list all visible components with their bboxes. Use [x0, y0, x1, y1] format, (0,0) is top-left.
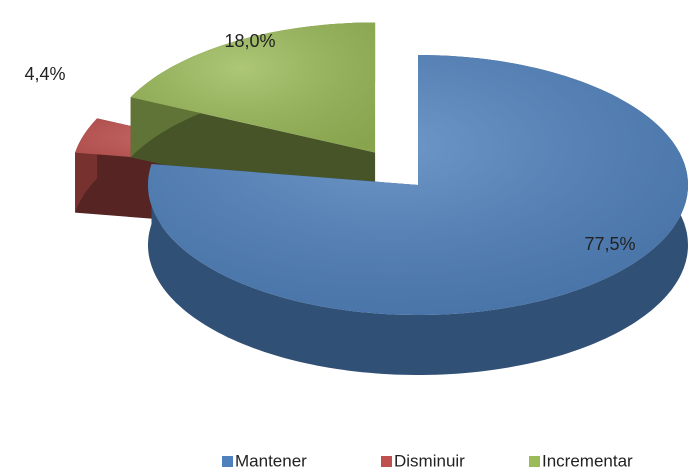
legend-marker: [222, 456, 233, 467]
pie: 77,5% 4,4% 18,0%: [24, 22, 688, 375]
slice-shine: [148, 55, 688, 315]
legend-marker: [529, 456, 540, 467]
legend: Mantener Disminuir Incrementar: [222, 451, 633, 470]
data-label: 18,0%: [224, 31, 275, 51]
slice-shine: [130, 22, 376, 153]
legend-label: Mantener: [235, 451, 307, 470]
data-label: 77,5%: [584, 234, 635, 254]
legend-label: Incrementar: [542, 451, 633, 470]
legend-marker: [381, 456, 392, 467]
data-label: 4,4%: [24, 64, 65, 84]
legend-label: Disminuir: [394, 451, 465, 470]
